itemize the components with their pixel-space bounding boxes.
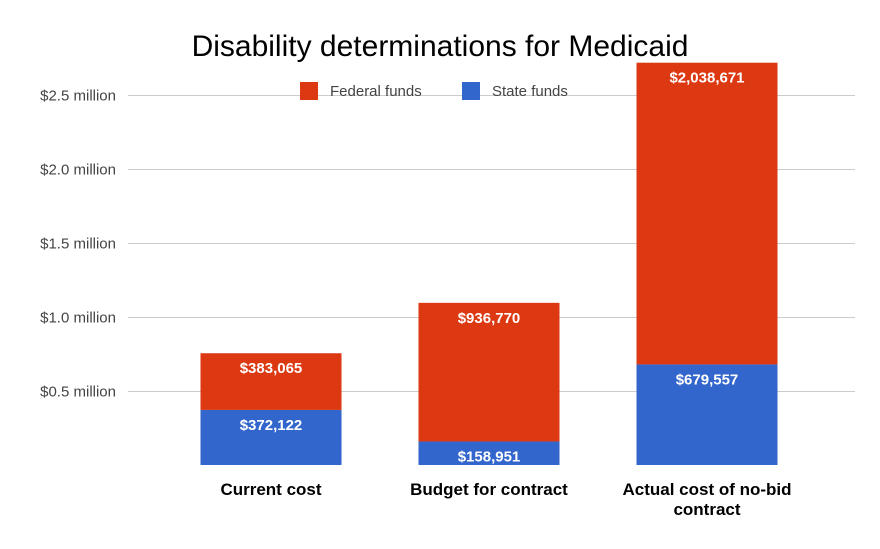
category-label-line: Actual cost of no-bid — [622, 480, 791, 499]
y-tick-label-4: $2.5 million — [40, 88, 116, 105]
bar-federal-0 — [200, 353, 342, 410]
y-tick-label-2: $1.5 million — [40, 236, 116, 253]
legend-swatch-state-funds — [462, 82, 480, 100]
data-label-state-0: $372,122 — [240, 417, 303, 434]
bar-state-2 — [636, 364, 778, 465]
chart-title: Disability determinations for Medicaid — [192, 30, 689, 63]
legend-swatch-federal-funds — [300, 82, 318, 100]
category-label-line: contract — [673, 500, 740, 519]
bars — [200, 62, 778, 465]
bar-state-1 — [418, 441, 560, 465]
category-labels: Current cost Budget for contract Actual co… — [220, 480, 791, 519]
y-tick-label-1: $1.0 million — [40, 310, 116, 327]
data-label-state-2: $679,557 — [676, 371, 739, 388]
bar-federal-2 — [636, 62, 778, 365]
y-axis-ticks: $0.5 million $1.0 million $1.5 million $2.0… — [40, 88, 116, 401]
data-label-federal-2: $2,038,671 — [669, 70, 744, 87]
category-label-2: Actual cost of no-bid contract — [622, 480, 791, 519]
y-tick-label-3: $2.0 million — [40, 162, 116, 179]
data-label-federal-1: $936,770 — [458, 310, 521, 327]
legend: Federal funds State funds — [300, 82, 568, 100]
data-label-federal-0: $383,065 — [240, 360, 303, 377]
category-label-line: Budget for contract — [410, 480, 568, 499]
bar-federal-1 — [418, 302, 560, 442]
legend-label-federal-funds: Federal funds — [330, 83, 422, 100]
y-tick-label-0: $0.5 million — [40, 384, 116, 401]
data-label-state-1: $158,951 — [458, 448, 521, 465]
category-label-1: Budget for contract — [410, 480, 568, 499]
data-labels: $372,122 $383,065 $158,951 $936,770 $679,557… — [240, 70, 745, 466]
legend-label-state-funds: State funds — [492, 83, 568, 100]
category-label-0: Current cost — [220, 480, 321, 499]
bar-state-0 — [200, 409, 342, 465]
category-label-line: Current cost — [220, 480, 321, 499]
